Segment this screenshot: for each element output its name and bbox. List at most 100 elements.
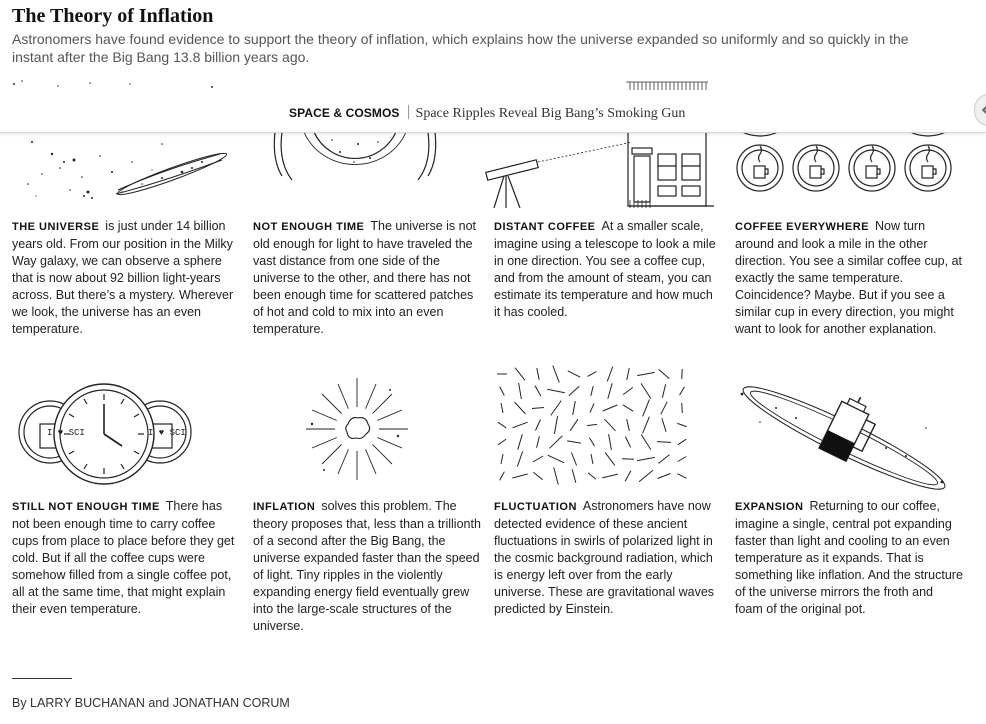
polarization-dash — [569, 418, 579, 432]
polarization-dash — [570, 452, 578, 466]
caption-body: solves this problem. The theory proposes… — [253, 499, 481, 633]
caption-lead: INFLATION — [253, 501, 316, 513]
polarization-dash — [587, 472, 597, 480]
polarization-dash — [679, 386, 685, 396]
caption-fluctuation: FLUCTUATION Astronomers have now detected… — [494, 498, 722, 618]
polarization-dash — [681, 402, 683, 414]
polarization-dash — [572, 401, 576, 415]
polarization-dash — [552, 365, 560, 383]
polarization-dash — [642, 416, 650, 434]
caption-the-universe: THE UNIVERSE is just under 14 billion yea… — [12, 218, 240, 338]
article-ribbon[interactable]: SPACE & COSMOS Space Ripples Reveal Big B… — [0, 92, 986, 133]
polarization-dash — [660, 401, 668, 415]
polarization-dash — [553, 416, 559, 434]
polarization-dash — [626, 368, 630, 380]
polarization-dash — [500, 454, 504, 464]
polarization-dash — [532, 455, 544, 463]
polarization-dash — [661, 384, 667, 398]
polarization-dash — [586, 423, 598, 427]
polarization-dash — [547, 388, 565, 394]
polarization-dash — [497, 421, 507, 429]
caption-lead: EXPANSION — [735, 501, 804, 513]
caption-not-enough-time: NOT ENOUGH TIME The universe is not old e… — [253, 218, 481, 338]
polarization-dash — [624, 436, 632, 448]
polarization-dash — [571, 469, 577, 483]
galaxy-illustration — [12, 132, 240, 210]
polarization-dash — [568, 385, 580, 397]
polarization-dash — [588, 437, 596, 447]
caption-body: The universe is not old enough for light… — [253, 219, 476, 336]
polarization-dash — [637, 371, 655, 377]
polarization-dash — [536, 436, 540, 448]
polarization-dash — [499, 386, 505, 396]
polarization-dash — [567, 440, 581, 444]
polarization-dash — [604, 418, 616, 432]
ribbon-article-link[interactable]: Space Ripples Reveal Big Bang’s Smoking … — [415, 106, 686, 121]
polarization-dash — [534, 385, 542, 397]
polarization-dash — [517, 434, 523, 450]
polarization-dash — [677, 422, 687, 428]
polarization-dash — [536, 368, 540, 380]
universe-sphere-illustration — [270, 132, 440, 188]
polarization-dash — [587, 371, 597, 377]
expanding-pot-illustration — [736, 382, 952, 490]
polarization-dash — [533, 471, 543, 481]
polarization-dash — [497, 438, 507, 446]
caption-expansion: EXPANSION Returning to our coffee, imagin… — [735, 498, 963, 618]
ribbon-section-link[interactable]: SPACE & COSMOS — [289, 106, 400, 120]
polarization-dash — [512, 473, 528, 479]
caption-inflation: INFLATION solves this problem. The theory… — [253, 498, 481, 635]
polarization-dash — [602, 404, 618, 412]
polarization-dash — [626, 418, 630, 432]
byline: By LARRY BUCHANAN and JONATHAN CORUM — [12, 696, 290, 710]
polarization-dash — [677, 438, 687, 446]
caption-body: is just under 14 billion years old. From… — [12, 219, 234, 336]
polarization-dash — [549, 435, 563, 449]
polarization-dash — [514, 401, 526, 415]
polarization-dash — [535, 419, 541, 431]
coffee-cups-illustration — [734, 132, 956, 196]
caption-still-not-enough-time: STILL NOT ENOUGH TIME There has not been … — [12, 498, 240, 618]
mug-label-right: I ♥ SCI — [148, 428, 186, 438]
caption-body: Returning to our coffee, imagine a singl… — [735, 499, 963, 616]
polarization-dash — [550, 400, 562, 416]
caption-body: There has not been enough time to carry … — [12, 499, 235, 616]
polarization-dash — [661, 418, 667, 432]
polarization-dash — [656, 441, 672, 443]
byline-rule — [12, 678, 72, 679]
caption-body: Now turn around and look a mile in the o… — [735, 219, 962, 336]
polarization-dash — [640, 434, 652, 450]
polarization-dash — [589, 403, 595, 413]
polarization-dash — [602, 473, 618, 479]
caption-lead: FLUCTUATION — [494, 501, 577, 513]
caption-lead: THE UNIVERSE — [12, 221, 100, 233]
telescope-building-illustration — [482, 132, 714, 212]
polarization-dash — [642, 399, 650, 417]
mug-label-left: I ♥ SCI — [47, 428, 85, 438]
stars-strip-illustration — [13, 80, 708, 90]
polarization-field-illustration — [494, 364, 694, 488]
polarization-dash — [500, 403, 504, 413]
caption-body: Astronomers have now detected evidence o… — [494, 499, 715, 616]
polarization-dash — [657, 473, 671, 479]
polarization-dash — [531, 407, 545, 409]
polarization-dash — [607, 383, 613, 399]
polarization-dash — [622, 404, 634, 412]
polarization-dash — [677, 473, 687, 479]
polarization-dash — [677, 456, 687, 462]
caption-body: At a smaller scale, imagine using a tele… — [494, 219, 716, 319]
polarization-dash — [658, 369, 670, 379]
polarization-dash — [553, 467, 559, 485]
caption-lead: COFFEE EVERYWHERE — [735, 221, 869, 233]
polarization-dash — [658, 454, 670, 464]
polarization-dash — [590, 385, 594, 397]
polarization-dash — [637, 456, 655, 462]
polarization-dash — [640, 383, 652, 399]
inflation-burst-illustration — [302, 374, 412, 484]
polarization-dash — [622, 386, 634, 396]
page-title: The Theory of Inflation — [12, 5, 214, 27]
polarization-dash — [516, 451, 524, 467]
caption-lead: DISTANT COFFEE — [494, 221, 596, 233]
polarization-dash — [547, 454, 565, 464]
polarization-dash — [604, 452, 616, 466]
